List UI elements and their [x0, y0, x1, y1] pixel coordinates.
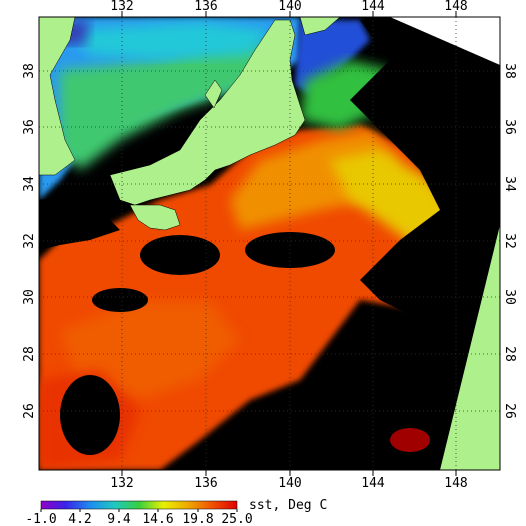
- land-korea: [39, 17, 76, 176]
- lon-label-bottom-136: 136: [194, 476, 217, 491]
- colorbar-tick-labels: -1.0 4.2 9.4 14.6 19.8 25.0: [25, 512, 252, 526]
- lat-label-left-28: 28: [22, 346, 37, 362]
- cloud-mask-west: [39, 195, 120, 250]
- lon-label-top-132: 132: [110, 0, 133, 14]
- cloud-blob-5: [92, 288, 148, 312]
- lat-label-left-36: 36: [22, 119, 37, 135]
- swath-edge-top: [390, 17, 500, 65]
- cloud-mask-east: [350, 20, 500, 420]
- colorbar-variable-label: sst, Deg C: [249, 498, 327, 513]
- plot-frame: [38, 16, 501, 471]
- colorbar-tick-label: 14.6: [142, 512, 173, 526]
- lat-label-right-30: 30: [502, 289, 517, 305]
- lat-label-right-34: 34: [502, 176, 517, 192]
- cloud-blob-4: [220, 420, 270, 460]
- graticule: [39, 17, 500, 470]
- land-kyushu-shikoku: [129, 204, 181, 231]
- cloud-blob-6: [390, 428, 430, 452]
- swath-edge-wedge: [440, 225, 500, 470]
- lat-label-left-32: 32: [22, 233, 37, 249]
- sst-field: [39, 17, 500, 470]
- cloud-blob-1: [140, 235, 220, 275]
- land-noto: [204, 79, 223, 109]
- colorbar-tick-label: -1.0: [25, 512, 56, 526]
- lon-label-bottom-144: 144: [361, 476, 385, 491]
- colorbar-ticks: [40, 509, 238, 512]
- lat-label-right-28: 28: [502, 346, 517, 362]
- lon-label-bottom-132: 132: [110, 476, 133, 491]
- tick-marks: [121, 11, 457, 476]
- colorbar-tick-label: 9.4: [107, 512, 131, 526]
- lon-labels-top: 132 136 140 144 148: [110, 0, 467, 14]
- lat-labels-right: 38 36 34 32 30 28 26: [502, 63, 517, 419]
- lon-label-top-140: 140: [278, 0, 301, 14]
- lat-labels-left: 38 36 34 32 30 28 26: [22, 63, 37, 419]
- lat-label-right-38: 38: [502, 63, 517, 79]
- lon-labels-bottom: 132 136 140 144 148: [110, 476, 467, 491]
- lon-label-bottom-140: 140: [278, 476, 301, 491]
- land-honshu: [109, 19, 306, 206]
- lon-label-top-136: 136: [194, 0, 217, 14]
- lat-label-left-26: 26: [22, 403, 37, 419]
- lat-label-left-30: 30: [22, 289, 37, 305]
- lon-label-bottom-148: 148: [444, 476, 467, 491]
- lat-label-right-32: 32: [502, 233, 517, 249]
- lat-label-left-34: 34: [22, 176, 37, 192]
- lon-label-top-144: 144: [361, 0, 385, 14]
- green-ocean-north: [60, 40, 280, 170]
- lon-label-top-148: 148: [444, 0, 467, 14]
- colorbar: [40, 500, 238, 510]
- cloud-blob-3: [60, 375, 120, 455]
- colorbar-tick-label: 19.8: [182, 512, 213, 526]
- colorbar-tick-label: 25.0: [221, 512, 252, 526]
- lat-label-right-26: 26: [502, 403, 517, 419]
- land-hokkaido-corner: [299, 17, 341, 36]
- lat-label-left-38: 38: [22, 63, 37, 79]
- colorbar-tick-label: 4.2: [68, 512, 91, 526]
- cyan-ocean-north: [70, 22, 270, 60]
- lat-label-right-36: 36: [502, 119, 517, 135]
